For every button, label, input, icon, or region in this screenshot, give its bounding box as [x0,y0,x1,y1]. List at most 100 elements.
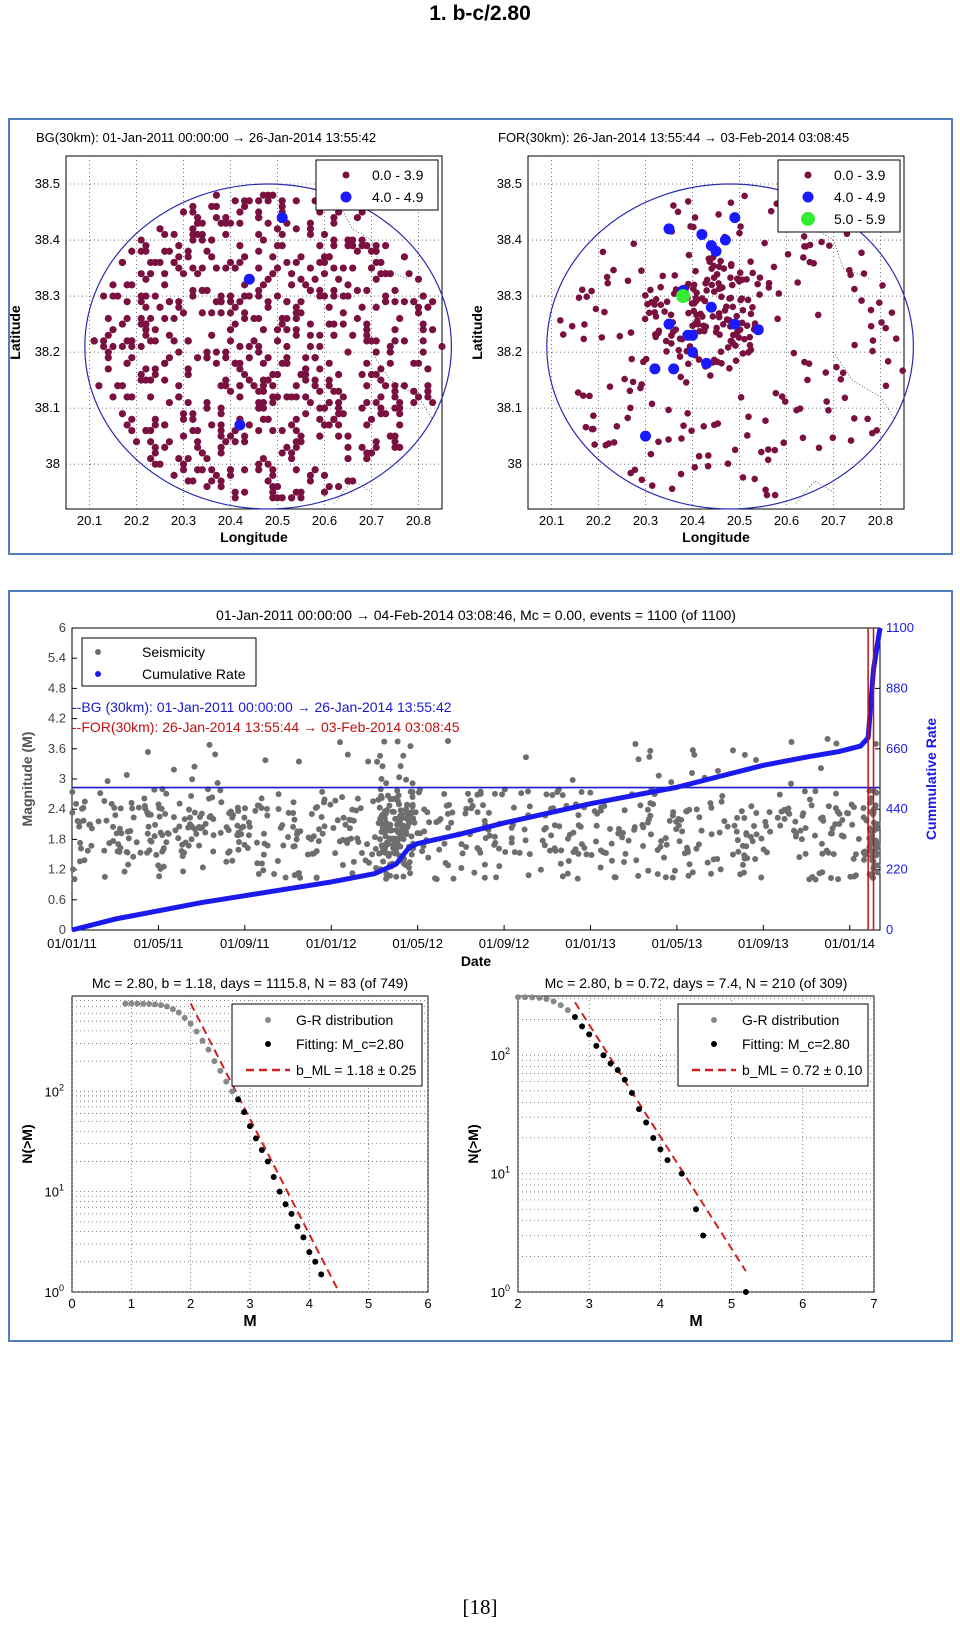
small-event-marker [147,314,155,323]
small-event-marker [203,247,211,255]
small-event-marker [704,462,712,470]
seismicity-point [162,810,169,817]
small-event-marker [391,432,399,440]
small-event-marker [161,314,169,323]
seismicity-point [448,819,455,826]
small-event-marker [707,372,714,379]
small-event-marker [236,219,244,227]
seismicity-point [691,751,698,758]
seismicity-point [366,859,373,866]
small-event-marker [335,275,343,283]
medium-event-marker [276,212,288,224]
seismicity-point [111,804,118,811]
small-event-marker [151,370,159,379]
seismicity-point [468,805,475,812]
small-event-marker [137,247,145,255]
seismicity-point [370,798,377,805]
small-event-marker [194,443,202,451]
gr-fit-point [621,1076,628,1083]
small-event-marker [226,432,235,440]
seismicity-point [809,873,816,880]
small-event-marker [142,326,150,334]
small-event-marker [799,434,807,442]
seismicity-point [275,806,282,813]
map-legend-label: 0.0 - 3.9 [372,167,424,183]
small-event-marker [137,236,145,244]
small-event-marker [255,426,263,435]
seismicity-point [619,834,626,841]
small-event-marker [344,348,352,356]
gr-legend-label: G-R distribution [742,1012,839,1028]
small-event-marker [255,466,263,474]
seismicity-point [378,775,385,782]
seismicity-point [597,807,604,814]
small-event-marker [217,410,225,418]
small-event-marker [292,258,300,267]
gr-legend-label: Fitting: M_c=2.80 [296,1036,404,1052]
seismicity-point [444,738,451,745]
seismicity-point [133,839,140,846]
timeline-x-tick-label: 01/01/13 [565,936,616,951]
small-event-marker [198,309,206,317]
seismicity-point [397,763,404,770]
small-event-marker [693,297,700,305]
small-event-marker [226,258,235,267]
small-event-marker [170,258,178,267]
small-event-marker [419,326,427,334]
small-event-marker [288,454,296,463]
small-event-marker [217,443,225,451]
small-event-marker [142,365,150,373]
small-event-marker [377,393,385,401]
seismicity-point [128,799,135,806]
small-event-marker [297,253,305,261]
small-event-marker [638,476,646,484]
small-event-marker [203,348,211,356]
map-x-tick-label: 20.2 [124,513,149,528]
seismicity-point [188,823,195,830]
small-event-marker [700,423,708,430]
small-event-marker [320,421,329,429]
seismicity-point [669,874,676,881]
seismicity-point [684,847,691,854]
small-event-marker [671,272,679,279]
small-event-marker [696,327,703,335]
small-event-marker [772,389,780,397]
seismicity-point [458,864,465,871]
small-event-marker [217,298,225,306]
seismicity-point [275,791,282,798]
seismicity-point [808,802,815,809]
small-event-marker [367,370,376,379]
small-event-marker [335,421,343,429]
small-event-marker [226,387,235,395]
seismicity-point [330,824,337,831]
seismicity-point [474,845,481,852]
small-event-marker [306,320,314,328]
small-event-marker [189,286,197,295]
gr-title: Mc = 2.80, b = 1.18, days = 1115.8, N = … [92,975,408,991]
seismicity-point [76,858,83,865]
seismicity-point [481,861,488,868]
gr-distribution-point [152,1001,159,1008]
seismicity-point [159,848,166,855]
seismicity-point [347,817,354,824]
small-event-marker [320,258,329,267]
small-event-marker [751,475,758,483]
seismicity-point [753,831,760,838]
seismicity-point [76,823,83,830]
seismicity-point [575,850,582,857]
small-event-marker [269,398,277,407]
timeline-right-tick-label: 1100 [886,620,914,635]
small-event-marker [780,439,787,447]
small-event-marker [161,281,169,289]
small-event-marker [702,280,709,287]
seismicity-point [355,838,362,845]
seismicity-point [708,831,715,838]
medium-event-marker [649,363,661,375]
seismicity-point [124,849,131,856]
small-event-marker [778,393,786,400]
small-event-marker [583,293,591,301]
gr-fit-point [593,1042,600,1049]
small-event-marker [410,387,418,395]
seismicity-point [235,829,242,836]
seismicity-point [593,822,600,829]
